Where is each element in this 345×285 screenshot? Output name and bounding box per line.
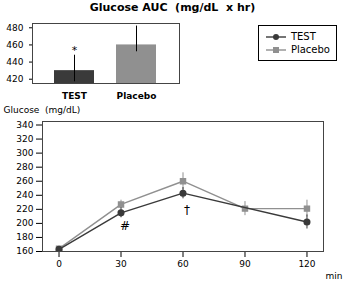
svg-text:Glucose (mg/dL): Glucose (mg/dL): [4, 105, 81, 115]
svg-text:60: 60: [177, 259, 189, 269]
svg-text:220: 220: [16, 204, 33, 214]
svg-text:480: 480: [6, 23, 23, 33]
html-text:Placebo: Placebo: [290, 44, 330, 55]
svg-text:260: 260: [16, 176, 33, 186]
svg-text:90: 90: [239, 259, 251, 269]
svg-text:TEST: TEST: [62, 91, 88, 101]
svg-text:440: 440: [6, 57, 23, 67]
svg-text:240: 240: [16, 190, 33, 200]
svg-text:180: 180: [16, 232, 33, 242]
svg-text:0: 0: [56, 259, 62, 269]
svg-text:160: 160: [16, 246, 33, 256]
svg-text:30: 30: [115, 259, 127, 269]
svg-text:†: †: [184, 203, 190, 217]
svg-text:200: 200: [16, 218, 33, 228]
svg-text:300: 300: [16, 148, 33, 158]
svg-text:420: 420: [6, 74, 23, 84]
svg-text:340: 340: [16, 120, 33, 130]
svg-text:120: 120: [298, 259, 315, 269]
html-text:Glucose AUC (mg/dL x hr): Glucose AUC (mg/dL x hr): [89, 1, 256, 14]
svg-text:#: #: [120, 219, 130, 233]
svg-text:min: min: [326, 271, 343, 281]
svg-text:280: 280: [16, 162, 33, 172]
svg-text:460: 460: [6, 40, 23, 50]
svg-text:320: 320: [16, 134, 33, 144]
svg-text:*: *: [72, 44, 78, 57]
html-text:TEST: TEST: [290, 31, 316, 42]
svg-text:Placebo: Placebo: [117, 91, 157, 101]
